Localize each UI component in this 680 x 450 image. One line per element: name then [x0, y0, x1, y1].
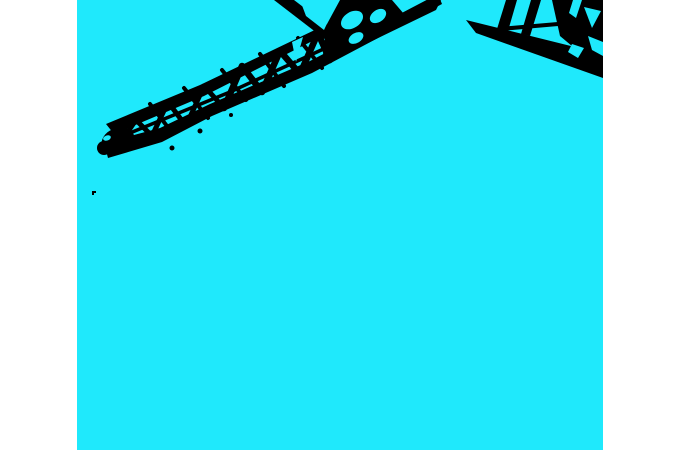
truss-openings: [103, 0, 603, 141]
lattice-zigzag-upper: [220, 29, 334, 112]
opening: [568, 44, 584, 58]
secondary-stringers: [498, 22, 560, 31]
tip-braces: [108, 132, 138, 152]
sky-background: [77, 0, 603, 450]
boom-drip: [169, 145, 175, 151]
lattice-zigzag-lower: [119, 83, 227, 143]
opening: [348, 32, 364, 44]
secondary-stringer: [498, 22, 560, 31]
boom-lattice: [108, 29, 334, 152]
boom-tip-knob: [97, 141, 111, 155]
opening: [584, 7, 601, 28]
opening: [340, 10, 364, 30]
opening: [300, 0, 338, 30]
debris-speck: [92, 191, 96, 195]
opening: [369, 8, 387, 24]
secondary-bottom-chord: [466, 20, 603, 78]
left-margin: [0, 0, 77, 450]
boom-drip: [229, 113, 233, 117]
opening: [588, 36, 603, 56]
boom-drip: [197, 128, 203, 134]
opening: [569, 0, 582, 18]
secondary-brace-1: [497, 0, 517, 31]
right-margin: [603, 0, 680, 450]
lattice-mid-stringer: [123, 44, 332, 137]
lattice-cross-diagonals: [148, 36, 324, 132]
opening: [103, 135, 111, 141]
boom-far-chord: [274, 0, 336, 40]
opening: [292, 37, 303, 62]
